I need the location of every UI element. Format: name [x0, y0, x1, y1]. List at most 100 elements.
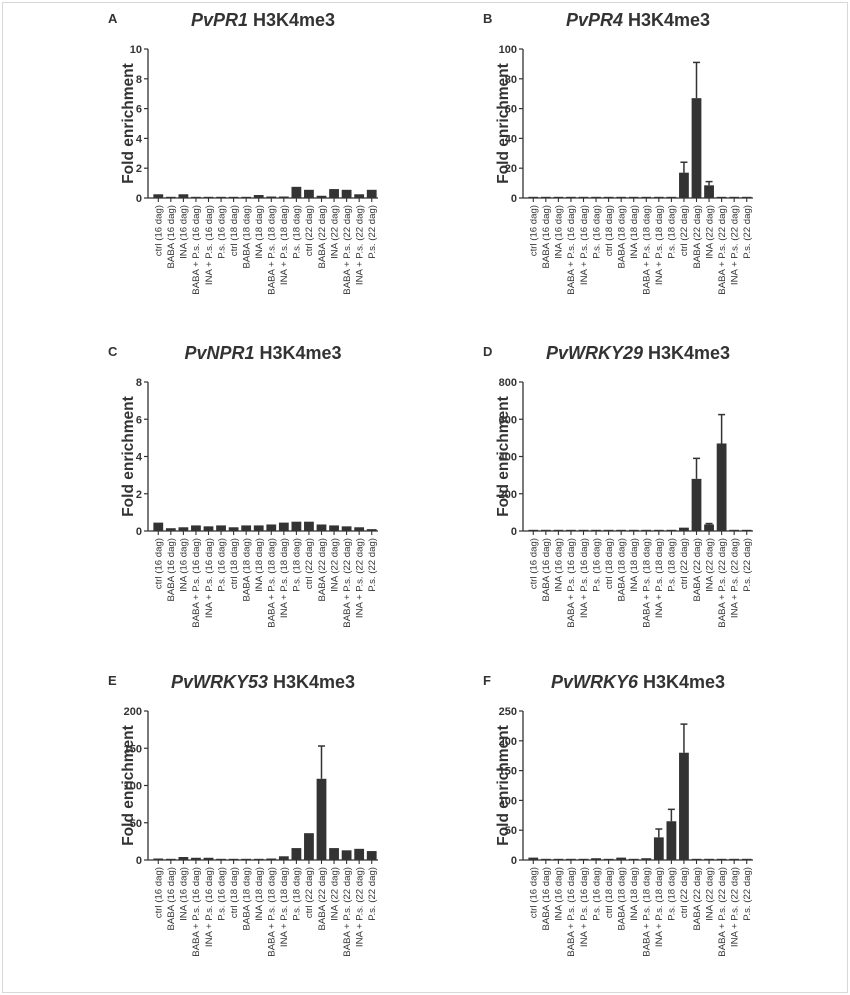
x-tick-label: INA (18 dag)	[629, 538, 640, 592]
x-tick-label: INA (22 dag)	[704, 538, 715, 592]
y-axis-label: Fold enrichment	[120, 396, 137, 517]
x-tick-label: BABA (16 dag)	[166, 867, 177, 930]
bar-10	[266, 858, 277, 860]
bar-15	[329, 848, 339, 860]
y-tick-label: 0	[511, 526, 517, 538]
y-tick-label: 8	[136, 377, 142, 389]
x-tick-label: INA (22 dag)	[329, 205, 340, 259]
x-tick-label: BABA (18 dag)	[241, 538, 252, 601]
y-tick-label: 200	[499, 489, 517, 501]
bar-1	[153, 522, 164, 531]
x-tick-label: ctrl (22 dag)	[679, 205, 690, 256]
title-gene: PvNPR1	[184, 343, 254, 363]
chart-panel-a: A PvPR1 H3K4me3 Fold enrichment 0 2 4 6 8 10 ctrl…	[0, 0, 425, 330]
y-tick-label: 0	[511, 193, 517, 205]
bar-2	[540, 529, 551, 531]
bar-18	[741, 196, 752, 198]
x-tick-label: BABA (16 dag)	[541, 205, 552, 268]
bar-2	[540, 196, 551, 198]
bar-8	[616, 196, 627, 198]
y-tick-label: 10	[130, 44, 142, 56]
y-tick-label: 60	[505, 104, 517, 116]
y-tick-label: 150	[124, 743, 142, 755]
bar-18	[366, 851, 377, 860]
y-tick-label: 200	[499, 736, 517, 748]
x-tick-label: BABA + P.s. (22 dag)	[717, 538, 728, 628]
y-tick-label: 8	[136, 74, 142, 86]
bar-1	[153, 858, 164, 860]
x-tick-label: P.s. (22 dag)	[367, 538, 378, 592]
bar-5	[203, 526, 214, 531]
y-tick-label: 0	[136, 855, 142, 867]
bar-8	[616, 529, 627, 531]
bar-2	[165, 196, 176, 198]
x-tick-label: BABA (16 dag)	[541, 538, 552, 601]
x-tick-label: ctrl (18 dag)	[604, 867, 615, 918]
bar-13	[304, 521, 314, 531]
bar-12	[666, 821, 677, 860]
x-tick-label: BABA (18 dag)	[616, 538, 627, 601]
bar-5	[203, 196, 214, 198]
bar-3	[178, 857, 189, 860]
bar-11	[653, 529, 664, 531]
y-tick-label: 250	[499, 706, 517, 718]
bar-12	[291, 521, 302, 531]
chart-panel-d: D PvWRKY29 H3K4me3 Fold enrichment 0 200 400 6…	[375, 333, 800, 663]
bar-6	[591, 529, 601, 531]
x-tick-label: BABA (16 dag)	[541, 867, 552, 930]
bar-16	[341, 526, 352, 531]
y-tick-label: 80	[505, 74, 517, 86]
x-tick-label: BABA (18 dag)	[241, 205, 252, 268]
bar-11	[278, 856, 289, 860]
panel-letter: F	[483, 673, 491, 688]
x-tick-label: P.s. (22 dag)	[367, 867, 378, 921]
x-tick-label: BABA + P.s. (16 dag)	[566, 867, 577, 957]
bar-15	[704, 858, 714, 860]
bar-9	[253, 525, 264, 531]
bar-6	[591, 858, 601, 860]
bar-11	[278, 522, 289, 531]
x-tick-label: INA + P.s. (22 dag)	[354, 867, 365, 947]
y-tick-label: 400	[499, 452, 517, 464]
y-tick-label: 2	[136, 163, 142, 175]
panel-letter: E	[108, 673, 117, 688]
x-tick-label: INA (18 dag)	[254, 867, 265, 921]
bar-1	[528, 857, 539, 860]
bar-3	[553, 196, 564, 198]
x-tick-label: P.s. (18 dag)	[667, 867, 678, 921]
x-tick-label: ctrl (18 dag)	[604, 205, 615, 256]
bar-9	[628, 196, 639, 198]
bar-3	[178, 194, 189, 198]
y-tick-label: 4	[136, 133, 143, 145]
x-tick-label: BABA (16 dag)	[166, 205, 177, 268]
title-mark: H3K4me3	[260, 343, 342, 363]
x-tick-label: ctrl (16 dag)	[529, 867, 540, 918]
bar-17	[729, 858, 740, 860]
bar-14	[691, 478, 702, 531]
bar-7	[603, 529, 614, 531]
title-mark: H3K4me3	[253, 10, 335, 30]
x-tick-label: BABA + P.s. (22 dag)	[342, 205, 353, 295]
y-tick-label: 40	[505, 133, 517, 145]
x-tick-label: INA + P.s. (22 dag)	[354, 538, 365, 618]
bar-9	[253, 858, 264, 860]
x-tick-label: BABA + P.s. (18 dag)	[642, 538, 653, 628]
bar-14	[316, 195, 327, 198]
y-tick-label: 50	[505, 825, 517, 837]
x-tick-label: INA (22 dag)	[329, 867, 340, 921]
x-tick-label: INA (22 dag)	[704, 205, 715, 259]
bar-17	[354, 848, 365, 860]
chart-title: PvNPR1 H3K4me3	[184, 343, 341, 363]
chart-title: PvPR1 H3K4me3	[191, 10, 335, 30]
x-tick-label: BABA + P.s. (16 dag)	[191, 867, 202, 957]
bar-3	[553, 529, 564, 531]
bar-6	[591, 196, 601, 198]
x-tick-label: INA + P.s. (16 dag)	[204, 538, 215, 618]
chart-title: PvPR4 H3K4me3	[566, 10, 710, 30]
x-tick-label: INA + P.s. (22 dag)	[729, 867, 740, 947]
chart-panel-f: F PvWRKY6 H3K4me3 Fold enrichment 0 50 100 150…	[375, 662, 800, 992]
bar-11	[278, 196, 289, 198]
y-tick-label: 200	[124, 706, 142, 718]
bar-7	[228, 196, 239, 198]
